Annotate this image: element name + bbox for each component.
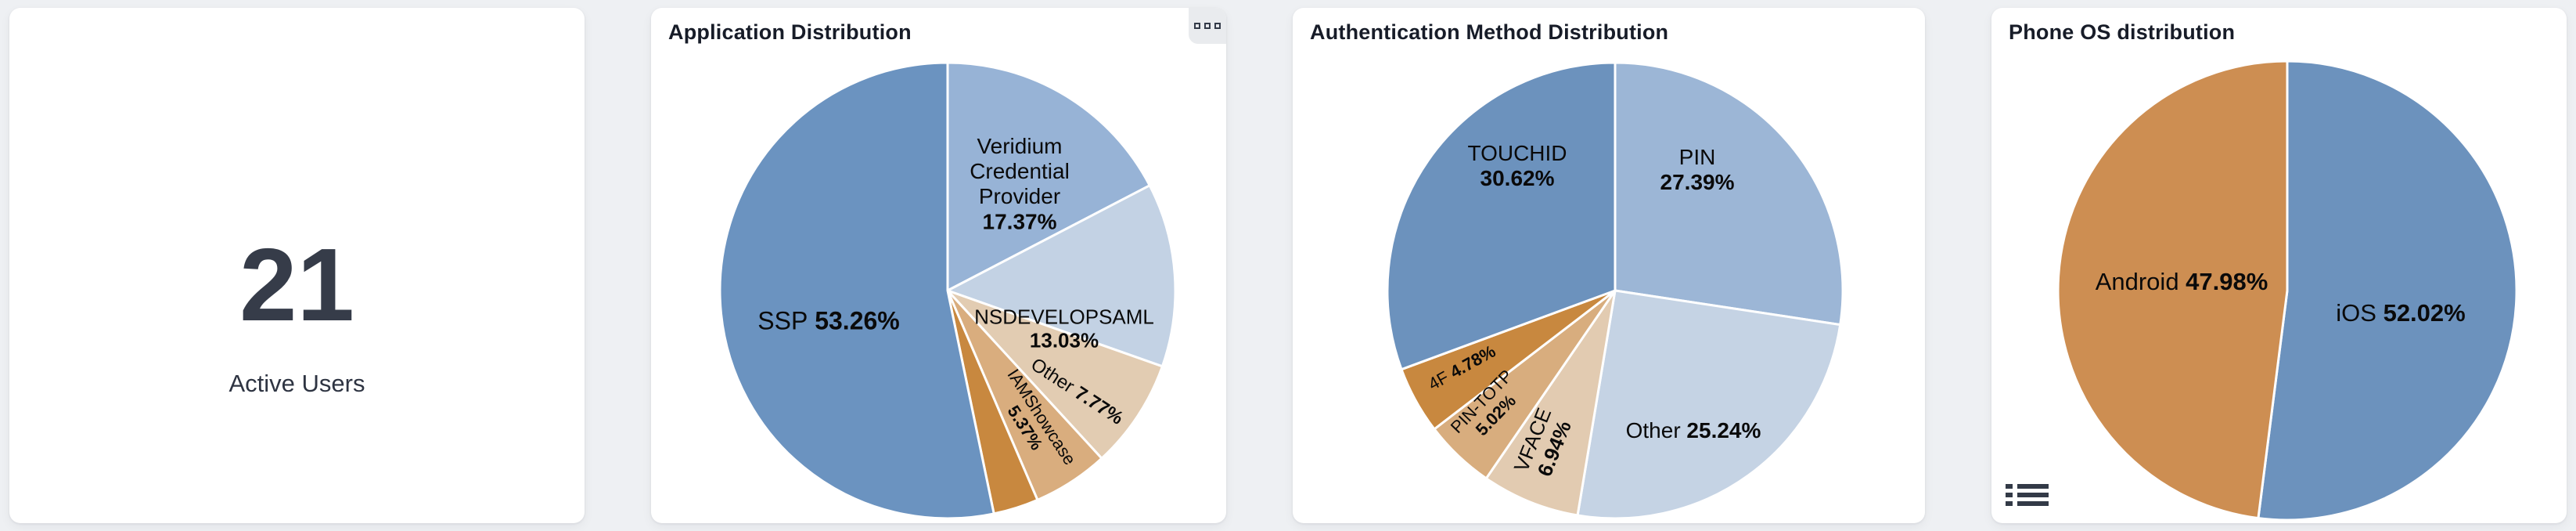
handle-square-icon [1214, 23, 1221, 29]
svg-text:27.39%: 27.39% [1660, 170, 1735, 194]
active-users-label: Active Users [228, 370, 365, 397]
svg-text:SSP 53.26%: SSP 53.26% [757, 307, 899, 335]
pie-slice-label: SSP 53.26% [757, 307, 899, 335]
page-title-application-distribution: Application Distribution [668, 20, 912, 44]
pie-slice-label: Other 25.24% [1626, 418, 1761, 442]
page-title-phone-os-distribution: Phone OS distribution [2009, 20, 2236, 44]
list-icon-row [2006, 484, 2049, 489]
handle-square-icon [1204, 23, 1211, 29]
handle-square-icon [1194, 23, 1200, 29]
pie-slice-nsdevelopsaml[interactable] [946, 184, 1177, 368]
list-icon[interactable] [2006, 484, 2049, 506]
pie-slice-vface[interactable] [1484, 289, 1617, 517]
list-icon-row [2006, 493, 2049, 497]
pie-slice-other[interactable] [946, 289, 1164, 460]
svg-text:17.37%: 17.37% [983, 209, 1057, 233]
svg-text:Credential: Credential [970, 159, 1070, 183]
svg-text:Other 25.24%: Other 25.24% [1626, 418, 1761, 442]
pie-slice-label: iOS 52.02% [2336, 299, 2465, 327]
phone-os-distribution-pie-chart[interactable]: iOS 52.02% Android 47.98% [1991, 8, 2567, 523]
page-title-authentication-method-distribution: Authentication Method Distribution [1310, 20, 1669, 44]
svg-text:PIN: PIN [1679, 145, 1716, 169]
grid-handle-icon[interactable] [1189, 8, 1226, 44]
pie-slice-pin[interactable] [1614, 61, 1844, 327]
pie-slice-ios[interactable] [2257, 60, 2518, 522]
svg-text:Provider: Provider [979, 184, 1060, 208]
active-users-card: 21 Active Users [9, 8, 585, 523]
svg-text:iOS 52.02%: iOS 52.02% [2336, 299, 2465, 327]
pie-slice-other[interactable] [1576, 289, 1842, 520]
active-users-value: 21 [239, 227, 354, 342]
pie-slice-ssp[interactable] [718, 61, 995, 520]
svg-text:TOUCHID: TOUCHID [1467, 141, 1567, 165]
list-icon-row [2006, 501, 2049, 506]
svg-text:NSDEVELOPSAML: NSDEVELOPSAML [974, 305, 1154, 328]
svg-text:13.03%: 13.03% [1030, 328, 1099, 352]
pie-slice-touchid[interactable] [1386, 61, 1617, 371]
pie-slice-android[interactable] [2056, 60, 2289, 520]
svg-text:30.62%: 30.62% [1480, 166, 1555, 190]
application-distribution-card: Application Distribution Veridium Credent… [651, 8, 1226, 523]
svg-text:Veridium: Veridium [977, 134, 1063, 158]
authentication-method-distribution-card: Authentication Method Distribution PIN 27… [1293, 8, 1925, 523]
pie-slice-label: Android 47.98% [2096, 268, 2268, 295]
svg-text:Android 47.98%: Android 47.98% [2096, 268, 2268, 295]
pie-slice-veridium-credential-provider[interactable] [946, 61, 1151, 292]
phone-os-distribution-card: Phone OS distribution iOS 52.02% Android … [1991, 8, 2567, 523]
